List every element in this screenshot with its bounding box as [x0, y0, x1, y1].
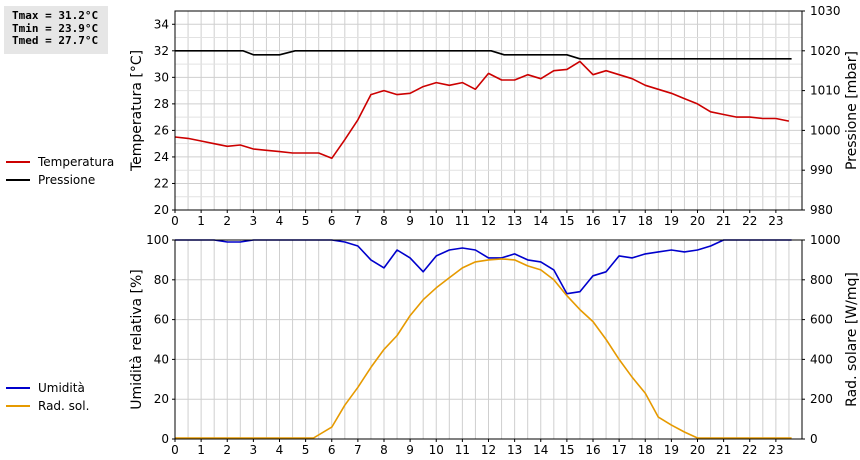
x-tick-label: 11	[455, 443, 470, 457]
x-tick-label: 3	[250, 443, 258, 457]
y2-axis-label: Pressione [mbar]	[844, 51, 860, 170]
y2-tick-label: 1020	[810, 44, 841, 58]
x-tick-label: 23	[768, 443, 783, 457]
x-tick-label: 1	[197, 214, 205, 228]
x-tick-label: 21	[716, 443, 731, 457]
stats-box: Tmax = 31.2°C Tmin = 23.9°C Tmed = 27.7°…	[4, 6, 108, 54]
x-tick-label: 23	[768, 214, 783, 228]
legend-label: Temperatura	[37, 155, 114, 169]
x-tick-label: 17	[611, 443, 626, 457]
x-tick-label: 22	[742, 443, 757, 457]
x-tick-label: 22	[742, 214, 757, 228]
x-tick-label: 20	[690, 214, 705, 228]
y-tick-label: 26	[154, 123, 169, 137]
x-tick-label: 20	[690, 443, 705, 457]
x-tick-label: 1	[197, 443, 205, 457]
y2-tick-label: 0	[810, 432, 818, 446]
series-line-temperatura	[174, 60, 790, 160]
y-tick-label: 0	[161, 432, 169, 446]
x-tick-label: 9	[406, 214, 414, 228]
x-tick-label: 14	[533, 443, 548, 457]
legend-label: Pressione	[38, 173, 95, 187]
x-tick-label: 11	[455, 214, 470, 228]
y2-tick-label: 1000	[810, 233, 841, 247]
y2-axis-label: Rad. solare [W/mq]	[844, 272, 860, 407]
x-tick-label: 6	[328, 214, 336, 228]
x-tick-label: 2	[223, 443, 231, 457]
x-tick-label: 21	[716, 214, 731, 228]
y-tick-label: 30	[154, 70, 169, 84]
legend-label: Rad. sol.	[38, 399, 89, 413]
x-tick-label: 6	[328, 443, 336, 457]
x-tick-label: 14	[533, 214, 548, 228]
y2-tick-label: 800	[810, 273, 833, 287]
x-tick-label: 18	[638, 214, 653, 228]
x-tick-label: 9	[406, 443, 414, 457]
x-tick-label: 13	[507, 214, 522, 228]
y2-tick-label: 600	[810, 313, 833, 327]
x-tick-label: 8	[380, 214, 388, 228]
y2-tick-label: 200	[810, 392, 833, 406]
x-tick-label: 10	[429, 214, 444, 228]
x-tick-label: 2	[223, 214, 231, 228]
x-tick-label: 5	[302, 443, 310, 457]
y-tick-label: 80	[154, 273, 169, 287]
x-tick-label: 3	[250, 214, 258, 228]
x-tick-label: 0	[171, 443, 179, 457]
y-tick-label: 60	[154, 313, 169, 327]
y2-tick-label: 400	[810, 352, 833, 366]
x-tick-label: 16	[585, 443, 600, 457]
x-tick-label: 16	[585, 214, 600, 228]
y-tick-label: 40	[154, 352, 169, 366]
x-tick-label: 18	[638, 443, 653, 457]
x-tick-label: 15	[559, 214, 574, 228]
y2-tick-label: 990	[810, 163, 833, 177]
y2-tick-label: 1010	[810, 84, 841, 98]
series-line-pressione	[175, 49, 792, 60]
x-tick-label: 8	[380, 443, 388, 457]
x-tick-label: 5	[302, 214, 310, 228]
x-tick-label: 7	[354, 214, 362, 228]
y-tick-label: 24	[154, 150, 169, 164]
y2-tick-label: 1030	[810, 4, 841, 18]
x-tick-label: 19	[664, 214, 679, 228]
y-tick-label: 20	[154, 392, 169, 406]
tmed-label: Tmed = 27.7°C	[12, 34, 99, 47]
x-tick-label: 4	[276, 214, 284, 228]
y2-tick-label: 980	[810, 203, 833, 217]
y2-tick-label: 1000	[810, 123, 841, 137]
y-tick-label: 32	[154, 44, 169, 58]
x-tick-label: 12	[481, 214, 496, 228]
x-tick-label: 10	[429, 443, 444, 457]
legend-label: Umidità	[38, 381, 85, 395]
x-tick-label: 19	[664, 443, 679, 457]
x-tick-label: 4	[276, 443, 284, 457]
series-line-rad-sol	[175, 258, 792, 439]
x-tick-label: 15	[559, 443, 574, 457]
x-tick-label: 12	[481, 443, 496, 457]
y-tick-label: 20	[154, 203, 169, 217]
x-tick-label: 7	[354, 443, 362, 457]
tmin-label: Tmin = 23.9°C	[12, 21, 99, 35]
y-tick-label: 34	[154, 17, 169, 31]
y-tick-label: 28	[154, 97, 169, 111]
x-tick-label: 17	[611, 214, 626, 228]
y-axis-label: Umidità relativa [%]	[129, 269, 145, 410]
y-axis-label: Temperatura [°C]	[129, 50, 145, 172]
x-tick-label: 0	[171, 214, 179, 228]
y-tick-label: 22	[154, 176, 169, 190]
x-tick-label: 13	[507, 443, 522, 457]
y-tick-label: 100	[146, 233, 169, 247]
tmax-label: Tmax = 31.2°C	[12, 9, 99, 22]
